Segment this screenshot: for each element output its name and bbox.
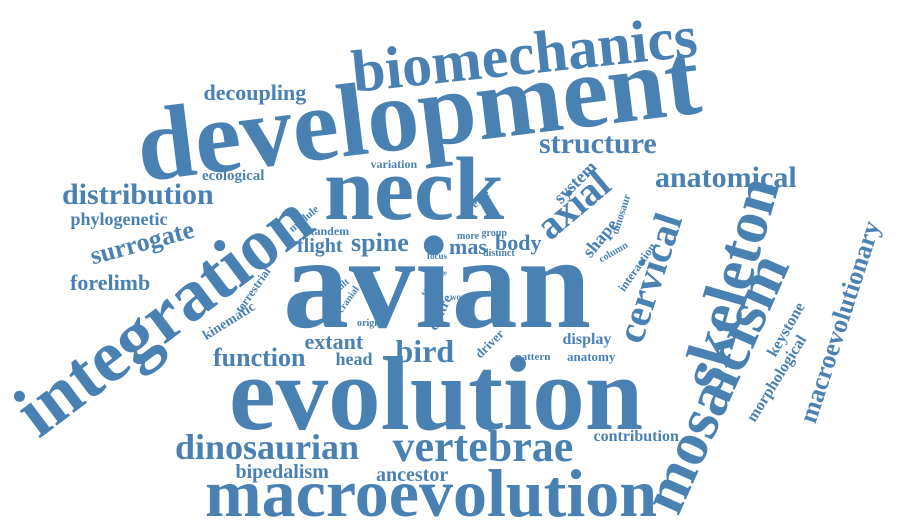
- word-anatomical: anatomical: [655, 161, 797, 194]
- word-distribution: distribution: [62, 178, 214, 211]
- word-tandem: tandem: [310, 224, 350, 238]
- word-flight: flight: [297, 235, 343, 257]
- word-ecological: ecological: [202, 167, 265, 184]
- word-distinct: distinct: [483, 248, 515, 259]
- word-phylogenetic: phylogenetic: [70, 209, 168, 229]
- word-body: body: [495, 230, 542, 255]
- word-dinosaurian: dinosaurian: [175, 427, 360, 467]
- word-macroevolution: macroevolution: [205, 455, 658, 523]
- word-spine: spine: [351, 228, 409, 257]
- word-focus: focus: [427, 250, 447, 261]
- word-neck: neck: [324, 140, 504, 239]
- word-evolution: evolution: [229, 334, 644, 452]
- word-origin: origin: [357, 318, 383, 329]
- word-avian: avian: [283, 209, 592, 356]
- word-forelimb: forelimb: [70, 270, 151, 295]
- word-variation: variation: [370, 157, 418, 171]
- word-display: display: [562, 331, 612, 348]
- word-extant: extant: [304, 329, 364, 354]
- word-decoupling: decoupling: [203, 80, 307, 105]
- word-structure: structure: [539, 127, 657, 160]
- word-mas: mas: [449, 234, 487, 259]
- word-bird: bird: [395, 333, 455, 369]
- word-work: work: [450, 291, 470, 302]
- word-function: function: [213, 343, 306, 372]
- word-bipedalism: bipedalism: [235, 461, 329, 483]
- word-vertebrae: vertebrae: [392, 422, 574, 471]
- word-group: group: [481, 228, 507, 239]
- word-contribution: contribution: [593, 428, 679, 445]
- word-more: more: [457, 231, 480, 242]
- word-ancestor: ancestor: [376, 464, 449, 486]
- word-head: head: [335, 349, 373, 369]
- word-pattern: pattern: [515, 350, 551, 363]
- word-macroevolutionary: macroevolutionary: [793, 217, 887, 427]
- word-anatomy: anatomy: [567, 348, 616, 364]
